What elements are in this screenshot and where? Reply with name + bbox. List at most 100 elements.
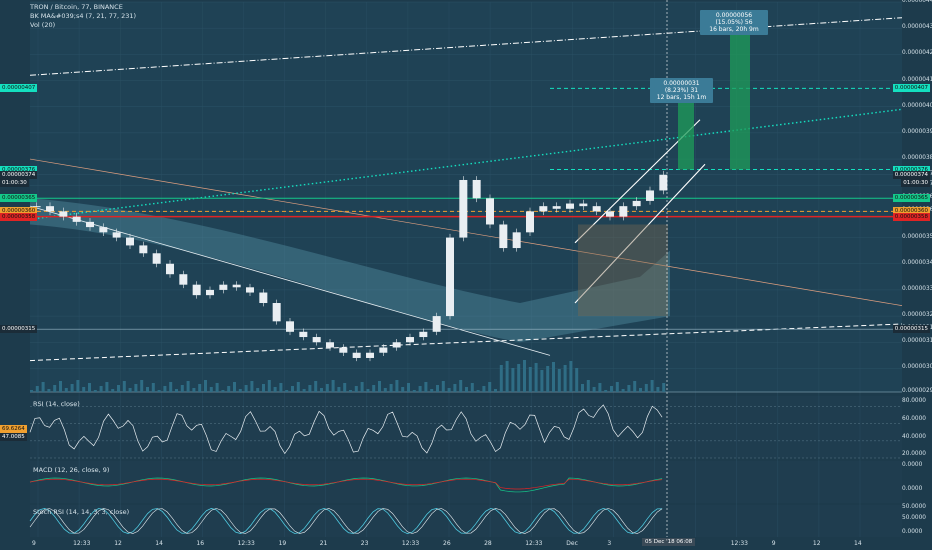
- candle-body: [72, 216, 81, 222]
- volume-bar: [175, 389, 178, 392]
- volume-bar: [349, 390, 352, 392]
- time-axis-tick: 28: [484, 540, 492, 547]
- volume-bar: [563, 365, 567, 392]
- right-price-tag: 0.00000315: [892, 325, 930, 334]
- volume-bar: [308, 385, 312, 392]
- ma-indicator-label[interactable]: BK MA&#039;s4 (7, 21, 77, 231): [30, 12, 137, 20]
- volume-bar: [407, 383, 410, 392]
- time-axis-tick: 12:33: [730, 540, 748, 547]
- candle-body: [286, 321, 294, 332]
- macd-axis-tick: 0.0000: [902, 486, 923, 492]
- candle-body: [326, 342, 334, 348]
- stoch-panel-bg: [30, 505, 902, 537]
- stoch-axis-tick: 50.0000: [902, 504, 926, 510]
- candle-body: [552, 206, 561, 209]
- volume-bar: [534, 363, 538, 392]
- volume-bar: [540, 370, 544, 392]
- candle-body: [179, 274, 188, 285]
- left-price-tag: 01:00:30: [0, 178, 29, 187]
- volume-bar: [209, 387, 213, 392]
- time-axis-tick: 23: [360, 540, 369, 547]
- measure-box-long[interactable]: 0.00000056 (15.05%) 56 16 bars, 20h 9m: [700, 10, 768, 35]
- time-axis-tick: 21: [319, 540, 328, 547]
- volume-bar: [291, 386, 294, 392]
- price-axis-tick: 0.00000291: [902, 388, 932, 394]
- candle-body: [606, 211, 614, 217]
- volume-bar: [644, 384, 648, 392]
- volume-bar: [215, 383, 219, 392]
- time-axis-tick: 3: [607, 540, 612, 547]
- volume-bar: [627, 385, 631, 392]
- measure-box-short[interactable]: 0.00000031 (8.23%) 31 12 bars, 15h 1m: [650, 78, 713, 103]
- candle-body: [86, 221, 94, 228]
- volume-bar: [523, 360, 526, 392]
- volume-bar: [180, 385, 184, 392]
- volume-bar: [169, 382, 173, 392]
- volume-bar: [82, 387, 86, 392]
- left-price-tag: 0.00000407: [0, 84, 38, 93]
- volume-bar: [412, 390, 416, 392]
- volume-bar: [267, 380, 271, 392]
- volume-bar: [656, 387, 660, 392]
- volume-bar: [128, 388, 132, 392]
- right-price-tag: 0.00000365: [892, 194, 930, 203]
- volume-bar: [88, 383, 91, 392]
- volume-bar: [140, 380, 144, 392]
- volume-bar: [453, 384, 457, 392]
- time-axis-tick: 12:33: [73, 540, 91, 547]
- volume-bar: [186, 381, 190, 392]
- volume-bar: [105, 382, 109, 392]
- volume-bar: [441, 381, 445, 392]
- volume-bar: [70, 384, 74, 392]
- candle-body: [379, 347, 388, 353]
- measure-box-long-bars: 16 bars, 20h 9m: [709, 26, 759, 33]
- volume-bar: [273, 387, 277, 392]
- candle-body: [579, 203, 588, 207]
- candle-body: [446, 237, 454, 317]
- candle-body: [632, 200, 641, 207]
- volume-bar: [227, 386, 231, 392]
- volume-bar: [302, 389, 306, 392]
- ma-ribbon: [30, 198, 670, 343]
- volume-bar: [47, 389, 51, 392]
- left-price-tag: 0.00000358: [0, 212, 38, 221]
- volume-bar: [30, 390, 33, 392]
- volume-bar: [354, 386, 358, 392]
- rsi-axis-tick: 40.0000: [902, 434, 926, 440]
- macd-panel-bg: [30, 461, 902, 503]
- rsi-axis-tick: 20.0000: [902, 451, 926, 457]
- volume-bar: [395, 380, 399, 392]
- volume-bar: [598, 383, 602, 392]
- cursor-date-tag: 05 Dec '18 06:08: [642, 538, 696, 546]
- candle-body: [112, 232, 121, 238]
- rsi-line: [29, 404, 663, 455]
- candle-body: [232, 284, 241, 288]
- measure-box-short-bars: 12 bars, 15h 1m: [656, 94, 707, 101]
- candle-body: [486, 198, 494, 225]
- stoch-label[interactable]: Stoch RSI (14, 14, 3, 3, close): [33, 508, 130, 516]
- volume-bar: [262, 384, 265, 392]
- volume-bar: [35, 386, 39, 392]
- volume-bar: [499, 365, 503, 392]
- rsi-label[interactable]: RSI (14, close): [33, 400, 80, 408]
- volume-bar: [569, 361, 573, 392]
- volume-bar: [59, 381, 62, 392]
- loss-zone: [578, 224, 668, 317]
- volume-bar: [418, 386, 422, 392]
- volume-bar: [204, 380, 207, 392]
- candle-body: [339, 347, 348, 353]
- volume-indicator-label[interactable]: Vol (20): [30, 21, 56, 29]
- volume-bar: [459, 380, 463, 392]
- volume-bar: [64, 388, 68, 392]
- volume-bar: [633, 381, 637, 392]
- volume-bar: [621, 389, 625, 392]
- macd-label[interactable]: MACD (12, 26, close, 9): [33, 466, 110, 474]
- volume-bar: [505, 361, 509, 392]
- time-axis-tick: 26: [443, 540, 451, 547]
